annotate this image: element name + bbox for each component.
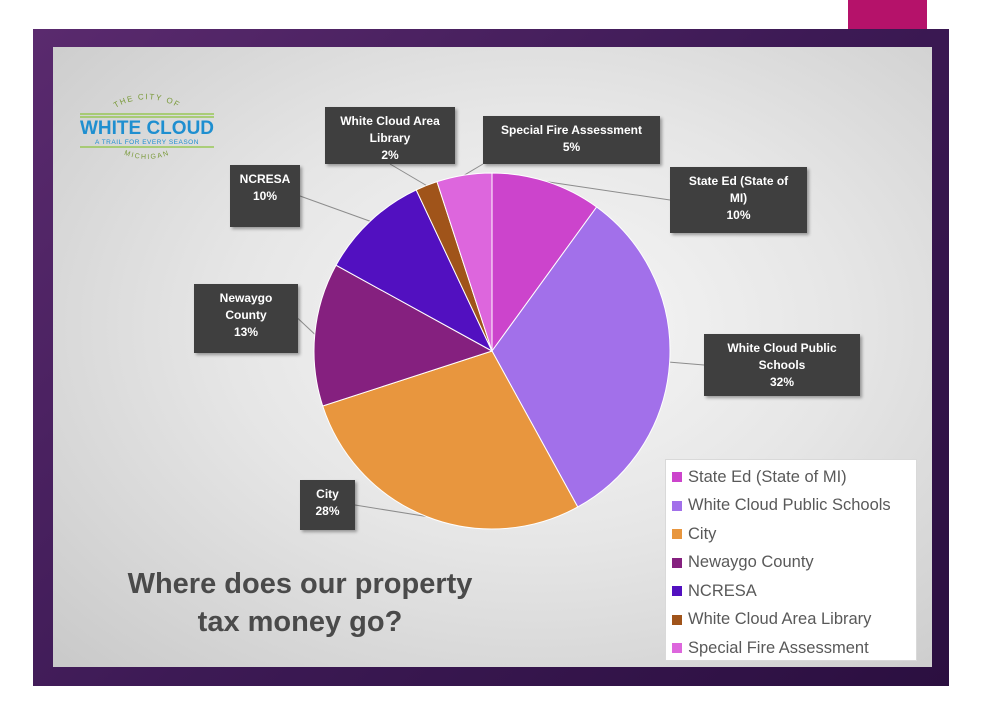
data-label-text: Special Fire Assessment: [501, 123, 642, 137]
legend-swatch: [672, 529, 682, 540]
legend-swatch: [672, 614, 682, 625]
legend-item-ncresa: NCRESA: [672, 577, 916, 606]
legend-swatch: [672, 500, 682, 511]
data-label-white-cloud-area-library: White Cloud Area Library 2%: [325, 107, 455, 164]
legend-label: NCRESA: [688, 581, 757, 600]
pie-slice-ncresa: [335, 189, 494, 353]
legend-item-white-cloud-area-library: White Cloud Area Library: [672, 606, 916, 635]
data-label-text: White Cloud Area: [340, 114, 440, 128]
data-label-percent: 2%: [381, 148, 399, 162]
logo-name: WHITE CLOUD: [80, 118, 214, 139]
legend-item-white-cloud-public-schools: White Cloud Public Schools: [672, 492, 916, 521]
leader-line-newaygo-county: [297, 318, 316, 335]
svg-text:MICHIGAN: MICHIGAN: [123, 150, 170, 161]
legend-label: Special Fire Assessment: [688, 638, 869, 657]
pie-slice-white-cloud-public-schools: [491, 206, 671, 508]
data-label-text: Newaygo: [219, 291, 273, 305]
data-label-newaygo-county: Newaygo County 13%: [194, 284, 298, 353]
data-label-text: State Ed (State of: [688, 174, 789, 188]
legend-label: Newaygo County: [688, 553, 814, 572]
leader-line-state-ed-state-of-mi: [546, 181, 671, 201]
data-label-white-cloud-public-schools: White Cloud Public Schools 32%: [704, 334, 860, 396]
pie-slice-special-fire-assessment: [436, 172, 493, 352]
pie-slices: [313, 172, 671, 530]
pie-slice-city: [322, 350, 579, 530]
data-label-text: NCRESA: [239, 172, 291, 186]
slide-title-line-1: Where does our property: [127, 568, 473, 600]
legend-swatch: [672, 472, 682, 483]
pie-slice-newaygo-county: [313, 264, 494, 407]
data-label-text: MI): [729, 191, 748, 205]
logo-tagline: A TRAIL FOR EVERY SEASON: [95, 139, 199, 146]
pie-slice-state-ed-state-of-mi: [491, 172, 598, 353]
leader-line-special-fire-assessment: [463, 163, 484, 176]
data-label-text: White Cloud Public: [727, 341, 837, 355]
legend-swatch: [672, 557, 682, 568]
data-label-percent: 32%: [769, 375, 795, 389]
legend-item-city: City: [672, 520, 916, 549]
legend-label: State Ed (State of MI): [688, 467, 847, 486]
legend-label: White Cloud Public Schools: [688, 496, 891, 515]
data-label-percent: 28%: [315, 504, 340, 518]
leader-lines: [297, 163, 705, 517]
data-label-special-fire-assessment: Special Fire Assessment 5%: [483, 116, 660, 164]
data-label-percent: 13%: [233, 325, 259, 339]
legend-swatch: [672, 643, 682, 654]
data-label-percent: 10%: [726, 208, 751, 222]
data-label-percent: 5%: [562, 140, 581, 154]
slide-title: Where does our property tax money go?: [90, 565, 510, 641]
chart-legend: State Ed (State of MI) White Cloud Public…: [665, 459, 917, 661]
data-label-ncresa: NCRESA 10%: [230, 165, 300, 227]
data-label-state-ed-state-of-mi: State Ed (State of MI) 10%: [670, 167, 807, 233]
slide-title-line-2: tax money go?: [197, 606, 403, 638]
legend-item-special-fire-assessment: Special Fire Assessment: [672, 634, 916, 663]
leader-line-white-cloud-public-schools: [669, 361, 705, 366]
leader-line-city: [354, 504, 427, 517]
data-label-text: County: [225, 308, 267, 322]
legend-label: White Cloud Area Library: [688, 610, 872, 629]
data-label-text: Library: [369, 131, 411, 145]
logo-bottom-text: MICHIGAN: [123, 150, 169, 161]
legend-swatch: [672, 586, 682, 597]
leader-line-ncresa: [299, 195, 371, 222]
data-label-text: Schools: [758, 358, 806, 372]
data-label-text: City: [316, 487, 339, 501]
white-cloud-logo: THE CITY OF WHITE CLOUD A TRAIL FOR EVER…: [80, 92, 214, 161]
legend-item-state-ed-state-of-mi: State Ed (State of MI): [672, 463, 916, 492]
legend-item-newaygo-county: Newaygo County: [672, 549, 916, 578]
data-label-percent: 10%: [252, 189, 278, 203]
data-label-city: City 28%: [300, 480, 355, 530]
leader-line-white-cloud-area-library: [389, 163, 427, 186]
legend-label: City: [688, 524, 717, 543]
